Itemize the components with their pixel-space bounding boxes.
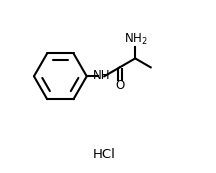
Text: NH: NH xyxy=(92,69,110,83)
Text: NH$_2$: NH$_2$ xyxy=(124,32,148,47)
Text: HCl: HCl xyxy=(93,148,116,161)
Text: O: O xyxy=(115,79,124,92)
